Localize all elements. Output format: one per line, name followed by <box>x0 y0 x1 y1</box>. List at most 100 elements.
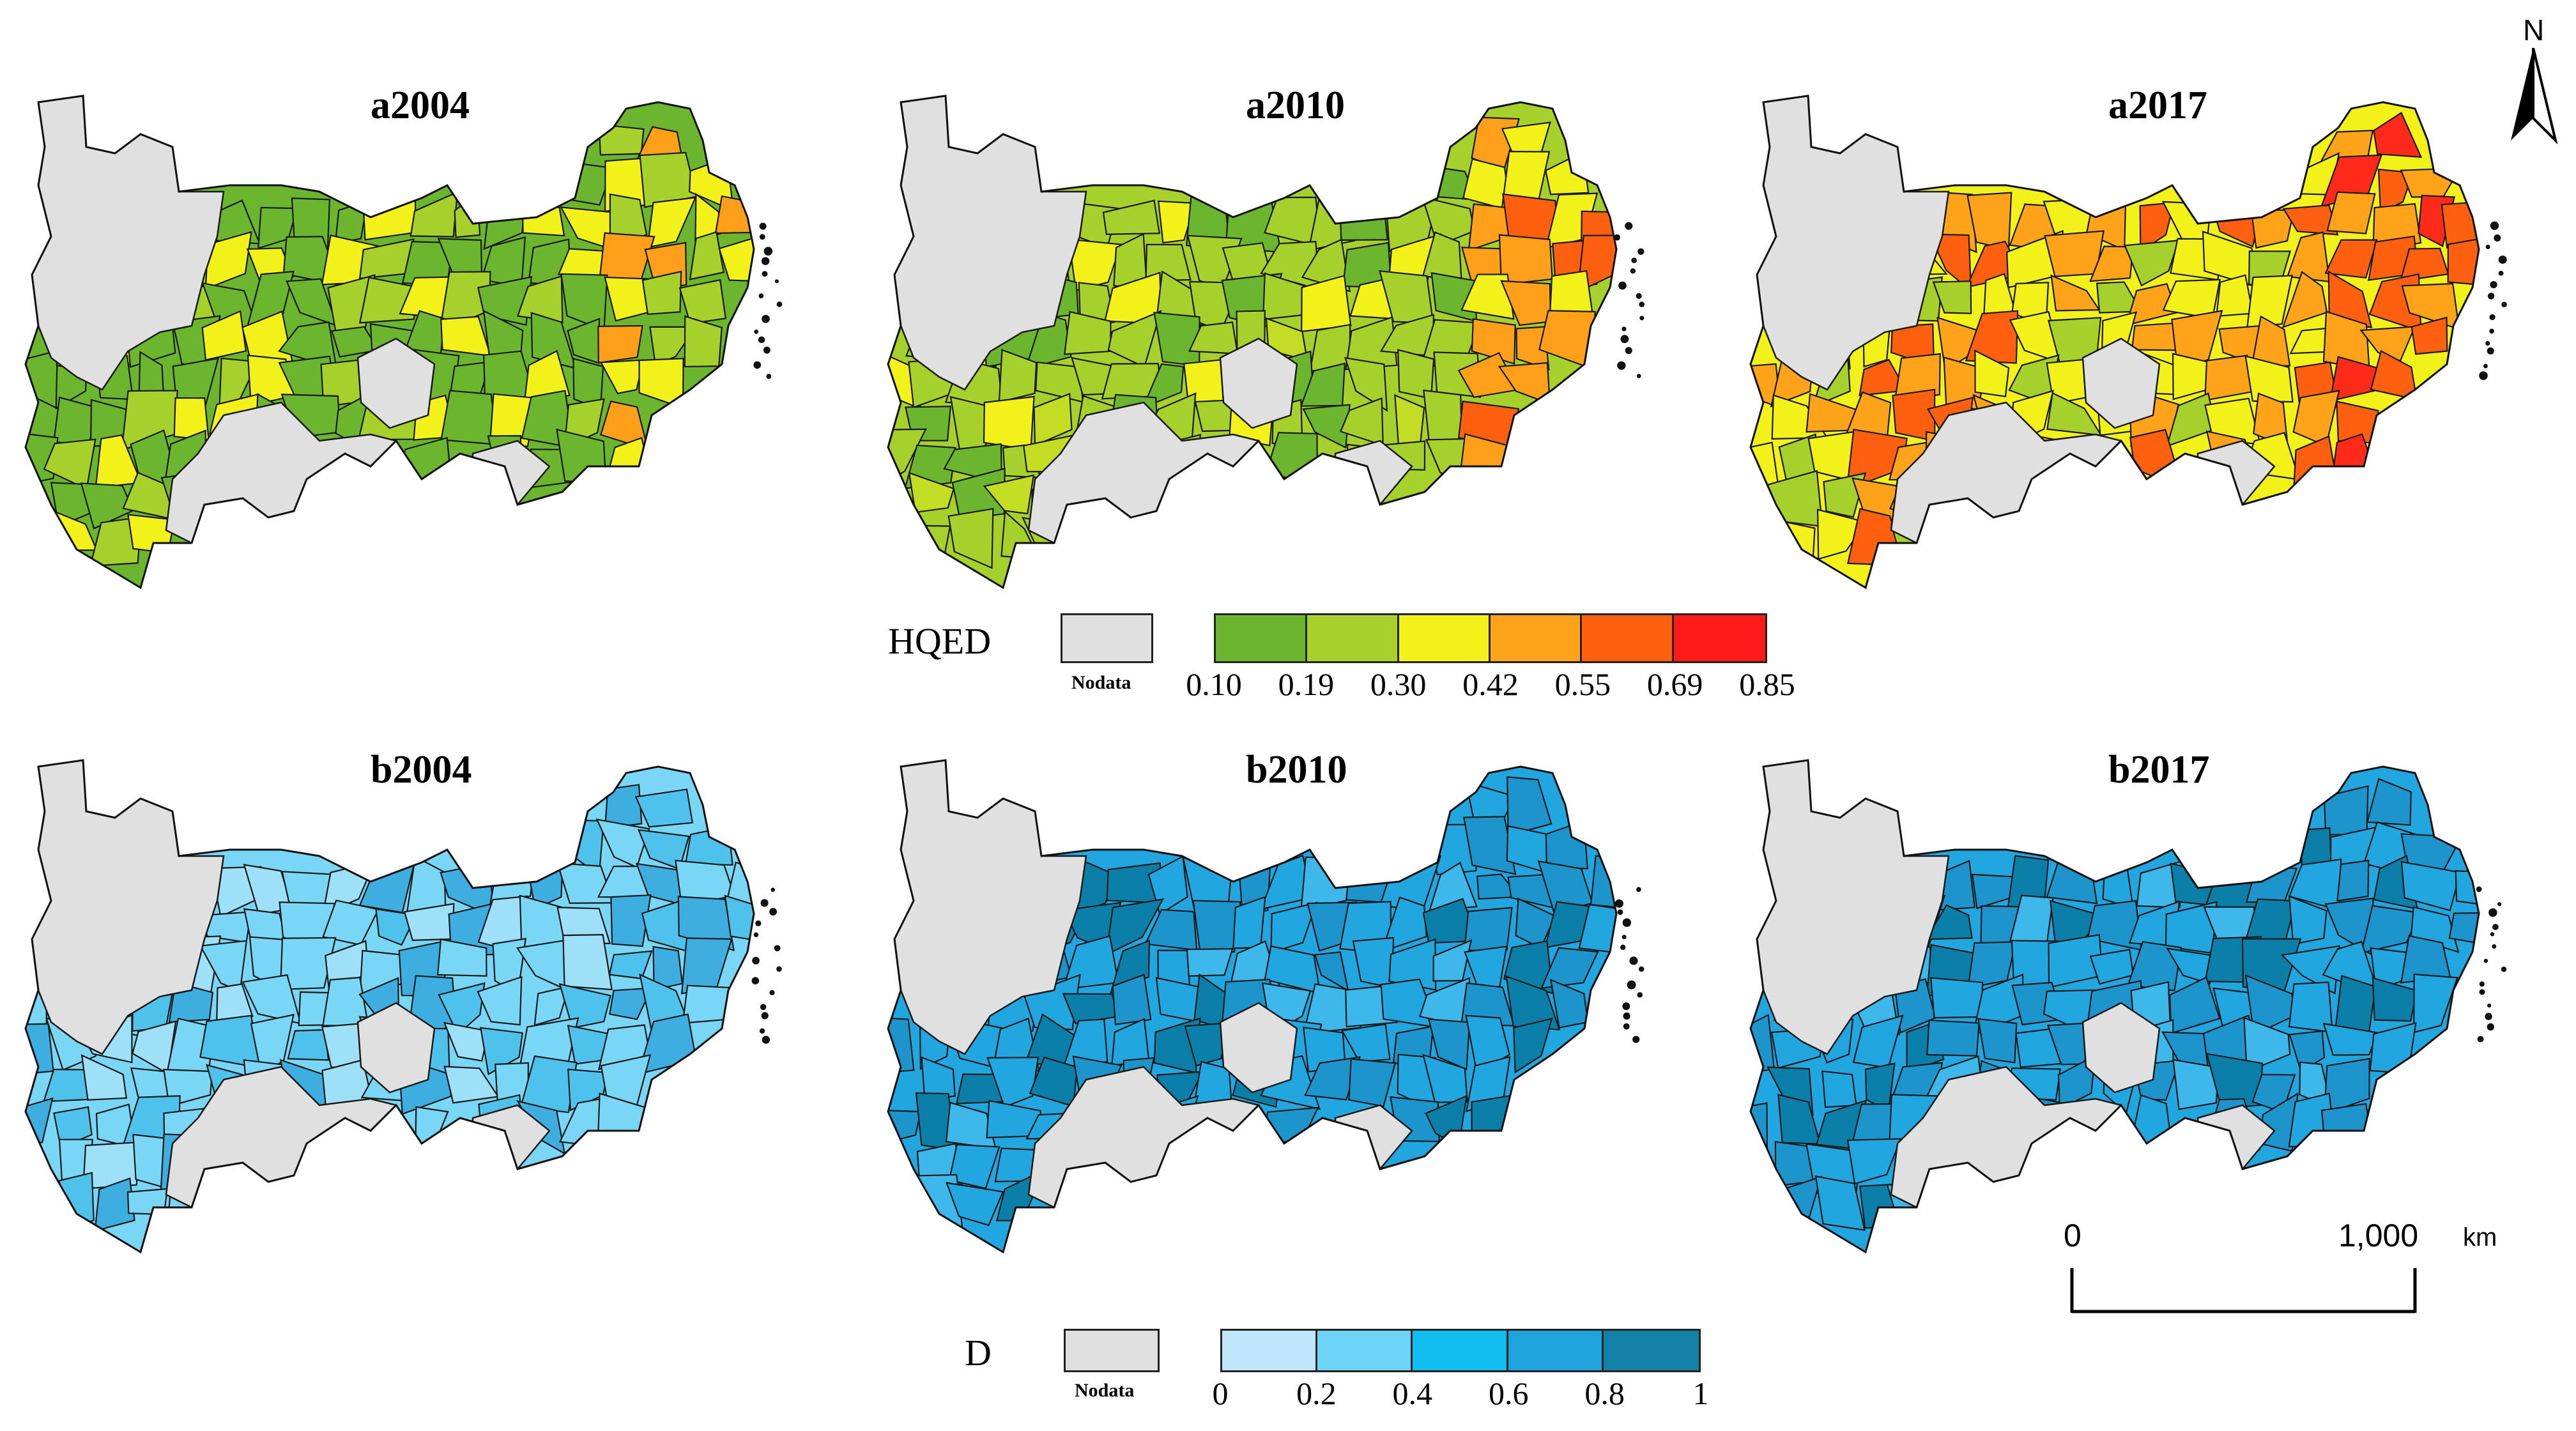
north-label: N <box>2523 13 2545 47</box>
region-outline <box>1749 95 2480 590</box>
map-panel-b2010: b2010 <box>875 722 1644 1297</box>
island-mark <box>2497 902 2502 907</box>
prefecture-region <box>516 275 564 323</box>
island-mark <box>1637 992 1643 998</box>
region-map <box>1749 759 2507 1254</box>
island-mark <box>759 234 765 240</box>
island-mark <box>2476 886 2482 892</box>
prefecture-region <box>2360 905 2421 954</box>
island-mark <box>2492 944 2497 949</box>
legend-hqed: HQED Nodata 0.10 0.19 0.30 0.42 0.55 0.69 0.85 <box>888 613 1814 716</box>
legend-swatch <box>1490 615 1583 661</box>
nodata-region <box>1219 1002 1298 1094</box>
prefecture-region <box>2320 1103 2373 1143</box>
prefecture-region <box>1965 310 2019 364</box>
legend-tick-label: 0 <box>1212 1375 1229 1411</box>
prefecture-region <box>1339 192 1388 241</box>
island-mark <box>769 990 775 995</box>
island-mark <box>2501 966 2507 972</box>
island-mark <box>761 1012 769 1020</box>
island-mark <box>2483 958 2488 963</box>
prefecture-region <box>1846 1138 1902 1185</box>
prefecture-region <box>1422 1053 1468 1103</box>
prefecture-region <box>562 934 613 991</box>
island-mark <box>2477 1036 2484 1043</box>
island-mark <box>1614 899 1623 908</box>
prefecture-region <box>2373 111 2423 158</box>
island-mark <box>755 920 762 926</box>
panel-title: b2017 <box>2108 748 2210 792</box>
prefecture-region <box>2102 856 2135 910</box>
prefecture-region <box>608 987 653 1020</box>
prefecture-region <box>2282 204 2339 236</box>
prefecture-region <box>1465 1014 1510 1075</box>
legend-tick-label: 0.42 <box>1462 666 1519 702</box>
legend-tick-label: 0.30 <box>1370 666 1427 702</box>
prefecture-region <box>2400 861 2462 912</box>
map-panel-b2017: b2017 <box>1738 722 2507 1297</box>
prefecture-region <box>2089 245 2134 282</box>
prefecture-region <box>2372 977 2418 1022</box>
prefecture-region <box>1348 1058 1397 1107</box>
island-mark <box>2479 371 2488 380</box>
island-mark <box>2489 314 2496 321</box>
prefecture-region <box>2124 240 2180 287</box>
prefecture-region <box>438 982 486 1036</box>
legend-swatch <box>1673 615 1765 661</box>
scale-start: 0 <box>2064 1218 2082 1253</box>
prefecture-region <box>1270 901 1318 954</box>
island-mark <box>1617 361 1626 370</box>
north-arrow: N <box>2508 13 2559 144</box>
prefecture-region <box>604 784 643 830</box>
prefecture-region <box>1816 509 1867 560</box>
prefecture-regions <box>26 760 754 1252</box>
panel-title: a2004 <box>371 84 470 127</box>
island-mark <box>1636 293 1642 299</box>
prefecture-region <box>2288 1030 2326 1073</box>
prefecture-region <box>1102 199 1161 235</box>
panel-title: a2010 <box>1246 84 1345 127</box>
prefecture-region <box>1515 326 1550 371</box>
prefecture-region <box>2171 310 2223 372</box>
prefecture-region <box>921 1056 956 1101</box>
prefecture-region <box>1423 389 1463 441</box>
prefecture-region <box>2323 785 2369 836</box>
island-mark <box>776 966 782 972</box>
island-mark <box>762 271 768 277</box>
prefecture-region <box>477 976 523 1026</box>
island-mark <box>2494 234 2501 242</box>
island-mark <box>770 887 775 892</box>
panel-title: b2010 <box>1246 748 1347 792</box>
prefecture-region <box>647 196 697 249</box>
island-mark <box>753 932 759 937</box>
prefecture-region <box>1024 312 1072 371</box>
region-map <box>24 95 783 590</box>
nodata-region <box>1219 337 1298 429</box>
legend-swatch <box>1399 615 1491 661</box>
prefecture-region <box>1062 1018 1108 1068</box>
prefecture-region <box>2413 973 2458 1034</box>
legend-swatch <box>1508 1331 1604 1370</box>
prefecture-region <box>2250 315 2291 368</box>
island-mark <box>2487 1003 2492 1008</box>
legend-swatch <box>1216 615 1308 661</box>
prefecture-region <box>634 788 694 828</box>
prefecture-region <box>1513 1017 1553 1074</box>
prefecture-region <box>2127 940 2182 991</box>
prefecture-region <box>714 195 754 234</box>
island-mark <box>760 899 769 907</box>
prefecture-region <box>1033 392 1073 447</box>
scale-bar: 0 1,000 km <box>2057 1217 2543 1326</box>
island-mark <box>1632 1036 1640 1043</box>
prefecture-region <box>204 231 252 291</box>
island-mark <box>1638 966 1644 972</box>
island-mark <box>759 1028 765 1034</box>
legend-tick-label: 0.8 <box>1584 1375 1625 1411</box>
panel-title: a2017 <box>2108 84 2207 127</box>
prefecture-region <box>1302 404 1351 449</box>
prefecture-region <box>520 1055 578 1113</box>
prefecture-region <box>2411 316 2448 355</box>
prefecture-region <box>1814 1175 1866 1231</box>
prefecture-region <box>1145 243 1192 282</box>
island-mark <box>2488 908 2497 917</box>
